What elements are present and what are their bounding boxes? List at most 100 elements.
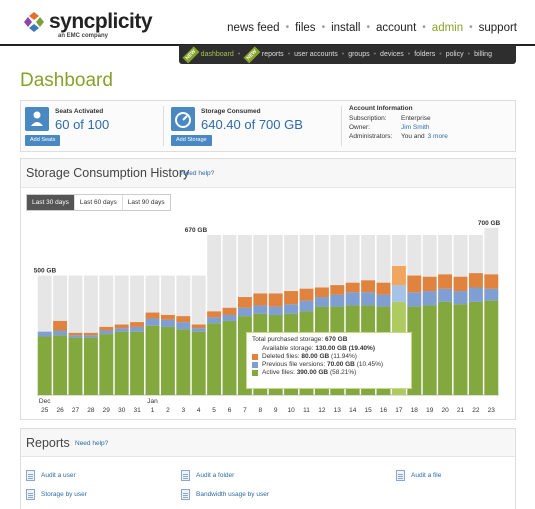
deleted-files-bar: [468, 273, 483, 288]
add-seats-button[interactable]: Add Seats: [25, 135, 61, 146]
subnav-folders[interactable]: folders: [414, 51, 436, 58]
previous-versions-bar: [130, 326, 145, 332]
nav-admin[interactable]: admin: [431, 22, 464, 34]
nav-files[interactable]: files: [295, 22, 316, 34]
deleted-files-bar: [145, 312, 160, 319]
deleted-files-bar: [438, 274, 453, 289]
report-audit-user[interactable]: Audit a user: [26, 470, 76, 481]
active-files-bar: [160, 326, 175, 395]
x-tick-label: 31: [133, 407, 141, 414]
subscription-value: Enterprise: [401, 115, 431, 122]
previous-versions-bar: [145, 318, 160, 326]
x-tick-label: 14: [349, 407, 357, 414]
reports-help-link[interactable]: Need help?: [75, 440, 109, 447]
deleted-files-bar: [314, 287, 329, 298]
tooltip-previous-label: Previous file versions:: [262, 361, 326, 368]
previous-versions-bar: [407, 292, 422, 307]
x-tick-label: 28: [87, 407, 95, 414]
report-storage-by-user[interactable]: Storage by user: [26, 489, 87, 500]
x-tick-label: 23: [488, 407, 496, 414]
previous-versions-bar: [468, 287, 483, 302]
deleted-files-bar: [99, 326, 114, 331]
subnav-user-accounts[interactable]: user accounts: [294, 51, 338, 58]
capacity-annotation: 700 GB: [478, 220, 501, 227]
logo[interactable]: syncplicity: [22, 10, 153, 34]
deleted-files-bar: [68, 332, 83, 336]
previous-versions-bar: [222, 314, 237, 321]
nav-separator: •: [321, 22, 326, 33]
summary-divider: [341, 106, 342, 146]
report-bandwidth-by-user-label[interactable]: Bandwidth usage by user: [196, 491, 269, 498]
tab-last-30-days[interactable]: Last 30 days: [27, 195, 75, 210]
reports-header: Reports Need help?: [21, 429, 515, 457]
deleted-files-bar: [130, 322, 145, 327]
previous-versions-bar: [191, 328, 206, 332]
x-tick-label: 17: [395, 407, 403, 414]
previous-versions-bar: [237, 307, 252, 317]
nav-separator: •: [366, 22, 370, 33]
storage-history-title: Storage Consumption History: [26, 166, 190, 180]
subnav-policy[interactable]: policy: [445, 51, 464, 58]
owner-label: Owner:: [349, 124, 370, 131]
report-audit-user-label[interactable]: Audit a user: [41, 472, 76, 479]
x-tick-label: 11: [303, 407, 310, 414]
tab-last-60-days[interactable]: Last 60 days: [74, 195, 123, 210]
tooltip-deleted-pct: (11.94%): [331, 353, 357, 360]
administrators-label: Administrators:: [349, 133, 393, 140]
deleted-files-bar: [160, 314, 175, 320]
tooltip-deleted-label: Deleted files:: [262, 353, 300, 360]
previous-versions-bar: [253, 305, 268, 314]
owner-link[interactable]: Jim Smith: [401, 124, 430, 131]
report-storage-by-user-label[interactable]: Storage by user: [41, 491, 87, 498]
subnav-reports[interactable]: reports: [261, 51, 284, 58]
report-audit-folder[interactable]: Audit a folder: [181, 470, 234, 481]
active-files-bar: [222, 320, 237, 395]
tooltip-total-label: Total purchased storage:: [252, 336, 324, 343]
previous-versions-bar: [345, 292, 360, 306]
nav-account[interactable]: account: [376, 22, 417, 34]
summary-panel: Seats Activated 60 of 100 Add Seats Stor…: [20, 100, 516, 152]
previous-versions-bar: [422, 291, 437, 306]
previous-swatch: [252, 361, 258, 368]
x-tick-label: 25: [41, 407, 49, 414]
subnav-billing[interactable]: billing: [474, 51, 492, 58]
tooltip-previous-pct: (10.45%): [356, 361, 384, 368]
nav-separator: •: [285, 22, 290, 33]
x-tick-label: 12: [318, 407, 326, 414]
tab-last-90-days[interactable]: Last 90 days: [122, 195, 170, 210]
report-bandwidth-by-user[interactable]: Bandwidth usage by user: [181, 489, 269, 500]
active-swatch: [252, 369, 258, 376]
x-tick-label: 3: [181, 407, 185, 414]
active-files-bar: [176, 329, 191, 395]
subnav-devices[interactable]: devices: [380, 51, 404, 58]
reports-title: Reports: [26, 436, 70, 450]
active-files-bar: [207, 323, 222, 395]
active-files-bar: [453, 304, 468, 395]
previous-versions-bar: [68, 335, 83, 338]
more-admins-link[interactable]: 3 more: [427, 133, 448, 140]
x-tick-label: 1: [151, 407, 155, 414]
tooltip-active-label: Active files:: [262, 369, 295, 376]
subnav-groups[interactable]: groups: [348, 51, 370, 58]
active-files-bar: [114, 331, 129, 395]
deleted-files-bar: [345, 282, 360, 293]
x-tick-label: 6: [228, 407, 232, 414]
top-navigation: news feed • files • install • account • …: [227, 22, 517, 34]
report-audit-file[interactable]: Audit a file: [396, 470, 441, 481]
x-tick-label: 10: [287, 407, 295, 414]
administrators-value: You and: [401, 133, 425, 140]
active-files-bar: [99, 334, 114, 395]
nav-support[interactable]: support: [478, 22, 517, 34]
report-audit-folder-label[interactable]: Audit a folder: [196, 472, 235, 479]
new-badge: NEW: [243, 46, 261, 63]
nav-install[interactable]: install: [331, 22, 361, 34]
add-storage-button[interactable]: Add Storage: [171, 135, 212, 146]
x-tick-label: 8: [258, 407, 262, 414]
nav-news-feed[interactable]: news feed: [227, 22, 280, 34]
subnav-dashboard[interactable]: dashboard: [200, 51, 234, 58]
storage-help-link[interactable]: Need help?: [181, 170, 215, 177]
report-audit-file-label[interactable]: Audit a file: [411, 472, 442, 479]
active-files-bar: [53, 335, 68, 395]
previous-versions-bar: [99, 330, 114, 335]
x-tick-label: 30: [118, 407, 126, 414]
